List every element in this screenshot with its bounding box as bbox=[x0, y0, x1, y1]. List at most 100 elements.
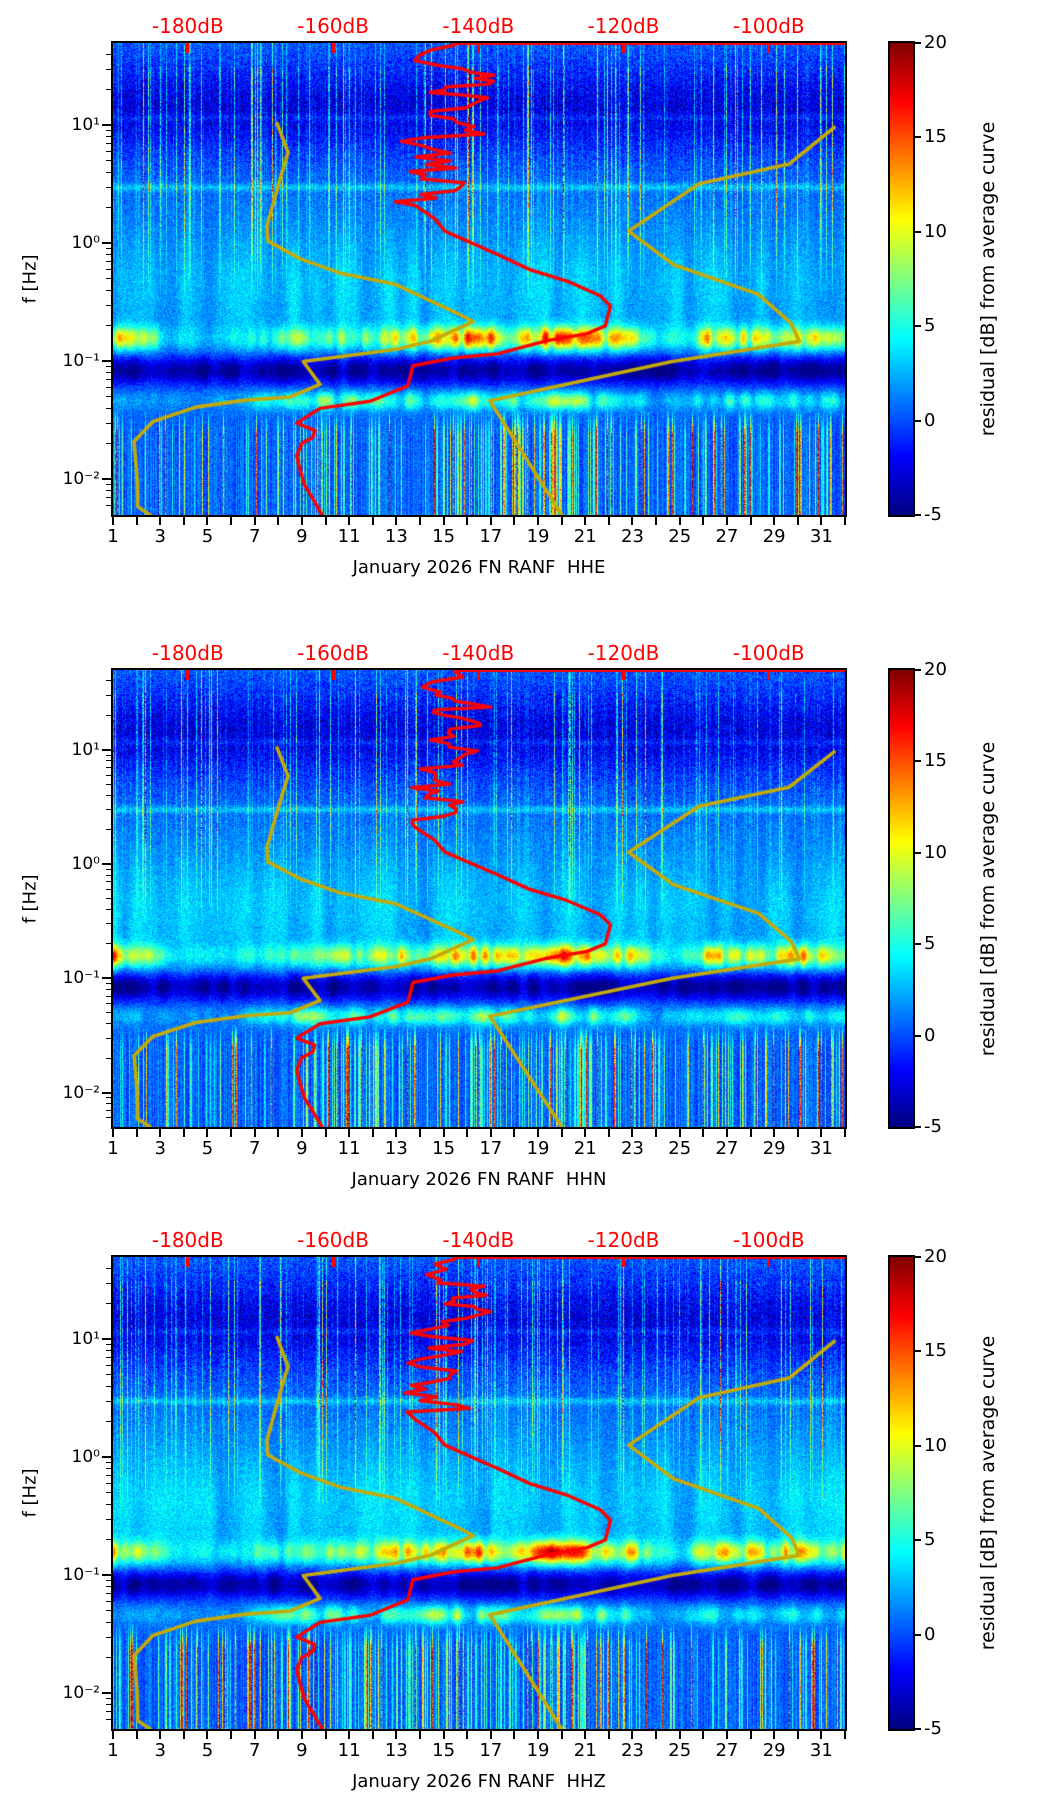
panel-hhe: f [Hz] January 2026 FN RANF HHE residual… bbox=[0, 0, 1052, 602]
y-axis-minor-tick bbox=[106, 809, 111, 811]
x-axis-tick-label: 31 bbox=[809, 526, 833, 547]
y-axis-tick-label: 10¹ bbox=[71, 1329, 100, 1350]
y-axis-tick-label: 10⁻² bbox=[62, 1082, 100, 1103]
y-axis-minor-tick bbox=[106, 1103, 111, 1105]
x-axis-tick-label: 9 bbox=[296, 1740, 308, 1761]
red-axis-tick bbox=[767, 1257, 771, 1267]
y-axis-minor-tick bbox=[106, 1468, 111, 1470]
x-axis-tick bbox=[348, 517, 351, 525]
x-axis-tick bbox=[537, 1129, 540, 1137]
x-axis-tick bbox=[513, 1129, 516, 1137]
y-axis-tick-label: 10⁻² bbox=[62, 469, 100, 490]
y-axis-minor-tick bbox=[106, 1057, 111, 1059]
y-axis-minor-tick bbox=[106, 151, 111, 153]
y-axis-minor-tick bbox=[106, 988, 111, 990]
x-axis-tick bbox=[725, 517, 728, 525]
x-axis-tick-label: 27 bbox=[715, 1740, 739, 1761]
y-axis-tick bbox=[102, 124, 111, 127]
colorbar-tick bbox=[915, 230, 921, 233]
x-axis-tick bbox=[135, 517, 138, 525]
x-axis-title-hhn: January 2026 FN RANF HHN bbox=[351, 1169, 607, 1190]
x-axis-tick bbox=[513, 1731, 516, 1739]
y-axis-minor-tick bbox=[106, 254, 111, 256]
y-axis-minor-tick bbox=[106, 1518, 111, 1520]
y-axis-minor-tick bbox=[106, 829, 111, 831]
colorbar bbox=[888, 668, 915, 1129]
x-axis-tick-label: 21 bbox=[573, 526, 597, 547]
colorbar-tick-label: 15 bbox=[924, 750, 947, 772]
y-axis-minor-tick bbox=[106, 1601, 111, 1603]
y-axis-tick bbox=[102, 1574, 111, 1577]
y-axis-minor-tick bbox=[106, 505, 111, 507]
y-axis-minor-tick bbox=[106, 1365, 111, 1367]
x-axis-tick bbox=[537, 517, 540, 525]
y-axis-minor-tick bbox=[106, 694, 111, 696]
panel-hhz: f [Hz] January 2026 FN RANF HHZ residual… bbox=[0, 1214, 1052, 1806]
colorbar-tick bbox=[915, 669, 921, 671]
x-axis-tick bbox=[678, 1731, 681, 1739]
y-axis-minor-tick bbox=[106, 1711, 111, 1713]
y-axis-minor-tick bbox=[106, 1586, 111, 1588]
x-axis-tick bbox=[324, 1731, 327, 1739]
y-axis-label: f [Hz] bbox=[19, 254, 41, 304]
colorbar-tick-label: 20 bbox=[924, 1246, 947, 1267]
y-axis-minor-tick bbox=[106, 366, 111, 368]
y-axis-minor-tick bbox=[106, 1012, 111, 1014]
y-axis-tick bbox=[102, 478, 111, 481]
x-axis-tick bbox=[560, 1731, 563, 1739]
red-axis-tick bbox=[622, 43, 625, 53]
x-axis-tick bbox=[159, 517, 162, 525]
x-axis-tick-label: 7 bbox=[248, 1740, 261, 1761]
y-axis-minor-tick bbox=[106, 207, 111, 209]
x-axis-tick-label: 23 bbox=[621, 526, 644, 547]
y-axis-minor-tick bbox=[106, 783, 111, 785]
x-axis-tick bbox=[253, 1731, 256, 1739]
y-axis-minor-tick bbox=[106, 766, 111, 768]
y-axis-minor-tick bbox=[106, 1483, 111, 1485]
x-axis-tick-label: 31 bbox=[809, 1740, 833, 1761]
x-axis-tick-label: 27 bbox=[715, 526, 739, 547]
y-axis-minor-tick bbox=[106, 794, 111, 796]
colorbar-tick bbox=[915, 1728, 921, 1730]
colorbar-tick-label: 15 bbox=[924, 126, 947, 148]
plot-area-hhz bbox=[111, 1255, 847, 1731]
x-axis-tick bbox=[796, 1129, 799, 1137]
x-axis-tick-label: 15 bbox=[432, 526, 456, 547]
y-axis-minor-tick bbox=[106, 171, 111, 173]
x-axis-tick bbox=[655, 1129, 658, 1137]
colorbar-tick-label: 5 bbox=[924, 1529, 936, 1551]
y-axis-minor-tick bbox=[106, 874, 111, 876]
red-axis-label: -140dB bbox=[442, 1228, 515, 1252]
x-axis-tick bbox=[820, 1129, 823, 1137]
x-axis-tick bbox=[112, 1129, 114, 1137]
x-axis-tick bbox=[253, 517, 256, 525]
y-axis-tick-label: 10⁰ bbox=[71, 1447, 100, 1468]
y-axis-minor-tick bbox=[106, 53, 111, 55]
colorbar-tick-label: 5 bbox=[924, 315, 936, 337]
x-axis-tick bbox=[513, 517, 516, 525]
red-axis-tick bbox=[767, 43, 771, 53]
red-axis-tick bbox=[767, 670, 771, 680]
y-axis-minor-tick bbox=[106, 774, 111, 776]
y-axis-minor-tick bbox=[106, 1037, 111, 1039]
x-axis-tick bbox=[371, 1129, 374, 1137]
x-axis-tick bbox=[584, 1129, 587, 1137]
x-axis-tick bbox=[253, 1129, 256, 1137]
y-axis-minor-tick bbox=[106, 1503, 111, 1505]
y-axis-minor-tick bbox=[106, 379, 111, 381]
red-axis-label: -120dB bbox=[587, 641, 660, 665]
x-axis-tick-label: 29 bbox=[762, 1740, 786, 1761]
x-axis-tick bbox=[655, 517, 658, 525]
y-axis-minor-tick bbox=[106, 1357, 111, 1359]
x-axis-tick-label: 5 bbox=[201, 526, 214, 547]
x-axis-tick-label: 17 bbox=[479, 526, 503, 547]
y-axis-minor-tick bbox=[106, 1421, 111, 1423]
x-axis-tick-label: 1 bbox=[107, 526, 119, 547]
x-axis-tick bbox=[277, 1731, 280, 1739]
y-axis-minor-tick bbox=[106, 1097, 111, 1099]
x-axis-tick bbox=[796, 1731, 799, 1739]
plot-area-hhe bbox=[111, 41, 847, 517]
x-axis-title-hhe: January 2026 FN RANF HHE bbox=[352, 557, 606, 578]
x-axis-tick-label: 23 bbox=[621, 1138, 644, 1159]
x-axis-tick bbox=[206, 517, 209, 525]
